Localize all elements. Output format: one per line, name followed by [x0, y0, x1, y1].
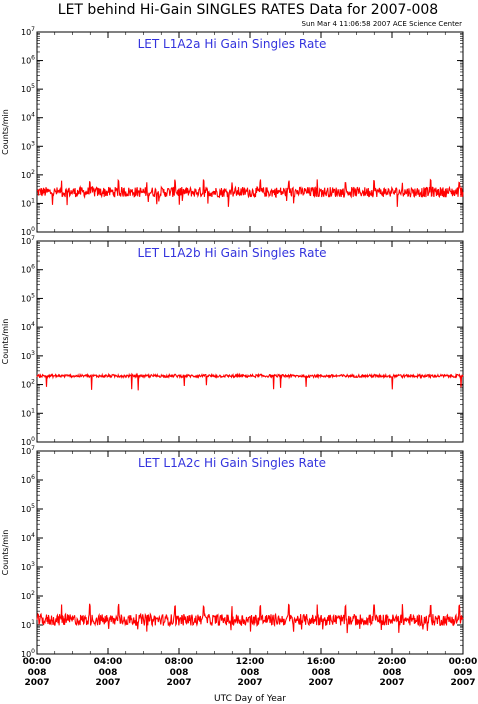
y-tick-label: 100 — [21, 226, 35, 237]
x-tick-time: 08:00 — [165, 657, 194, 667]
x-tick-doy: 008 — [241, 668, 260, 678]
y-axis-label: Counts/min — [1, 319, 10, 365]
x-tick-doy: 008 — [383, 668, 402, 678]
y-tick-label: 103 — [21, 561, 35, 572]
series-line — [36, 603, 464, 634]
plot-frame — [36, 240, 464, 443]
x-tick-year: 2007 — [24, 678, 49, 688]
y-tick-label: 103 — [21, 350, 35, 361]
y-tick-label: 102 — [21, 169, 35, 180]
y-tick-label: 107 — [21, 235, 35, 246]
y-tick-label: 105 — [21, 503, 35, 514]
x-tick-time: 12:00 — [236, 657, 265, 667]
x-tick-doy: 009 — [454, 668, 473, 678]
y-tick-label: 107 — [21, 26, 35, 37]
y-tick-label: 105 — [21, 83, 35, 94]
series-line — [36, 372, 464, 391]
y-tick-label: 104 — [21, 532, 35, 543]
x-tick-labels: 00:00008200704:00008200708:00008200712:0… — [23, 657, 478, 688]
y-tick-label: 104 — [21, 112, 35, 123]
y-tick-label: 101 — [21, 619, 35, 630]
panel-title: LET L1A2a Hi Gain Singles Rate — [138, 37, 327, 51]
x-axis-label: UTC Day of Year — [214, 694, 286, 704]
panel-1: 100 101 102 103 104 105 106 107 LET L1A2a Hi Gai… — [1, 26, 464, 237]
y-tick-label: 100 — [21, 648, 35, 659]
x-tick-time: 00:00 — [23, 657, 52, 667]
y-tick-label: 107 — [21, 445, 35, 456]
y-tick-label: 106 — [21, 55, 35, 66]
y-tick-label: 103 — [21, 140, 35, 151]
y-tick-label: 101 — [21, 197, 35, 208]
x-tick-doy: 008 — [170, 668, 189, 678]
x-tick-doy: 008 — [28, 668, 47, 678]
panel-title: LET L1A2b Hi Gain Singles Rate — [137, 246, 326, 260]
y-tick-label: 101 — [21, 407, 35, 418]
y-tick-label: 104 — [21, 321, 35, 332]
x-tick-year: 2007 — [166, 678, 191, 688]
x-tick-year: 2007 — [308, 678, 333, 688]
y-tick-label: 106 — [21, 474, 35, 485]
y-tick-label: 102 — [21, 379, 35, 390]
plot-frame — [36, 31, 464, 233]
x-tick-year: 2007 — [379, 678, 404, 688]
y-axis-label: Counts/min — [1, 530, 10, 576]
x-tick-time: 16:00 — [307, 657, 336, 667]
y-axis-label: Counts/min — [1, 109, 10, 155]
y-tick-label: 100 — [21, 436, 35, 447]
series-line — [36, 178, 464, 207]
panel-title: LET L1A2c Hi Gain Singles Rate — [138, 456, 326, 470]
y-tick-label: 102 — [21, 590, 35, 601]
y-tick-label: 106 — [21, 264, 35, 275]
panels: 100 101 102 103 104 105 106 107 LET L1A2a Hi Gai… — [1, 26, 477, 688]
x-tick-year: 2007 — [450, 678, 475, 688]
y-tick-label: 105 — [21, 292, 35, 303]
x-tick-year: 2007 — [95, 678, 120, 688]
x-tick-time: 04:00 — [94, 657, 123, 667]
x-tick-doy: 008 — [99, 668, 118, 678]
generation-timestamp: Sun Mar 4 11:06:58 2007 ACE Science Cent… — [302, 20, 463, 28]
panel-3: 100 101 102 103 104 105 106 107 LET L1A2c Hi Gai… — [1, 445, 464, 659]
figure-title: LET behind Hi-Gain SINGLES RATES Data fo… — [58, 2, 438, 18]
x-tick-doy: 008 — [312, 668, 331, 678]
x-tick-year: 2007 — [237, 678, 262, 688]
x-tick-time: 20:00 — [378, 657, 407, 667]
panel-2: 100 101 102 103 104 105 106 107 LET L1A2b Hi Gai… — [1, 235, 464, 447]
x-tick-time: 00:00 — [449, 657, 478, 667]
